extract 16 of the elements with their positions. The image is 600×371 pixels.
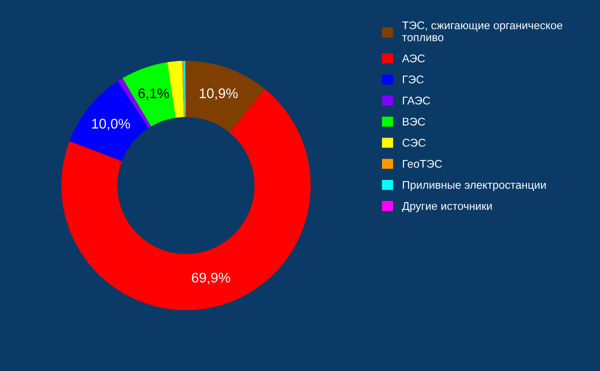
legend-label: ГАЭС [402,96,430,105]
legend-label: ГЭС [402,76,424,84]
data-label: 10,9% [200,88,238,100]
data-label: 10,0% [92,118,130,130]
donut-slice [186,60,265,132]
legend-label: ГеоТЭС [402,160,442,168]
legend-label: ТЭС, сжигающие органическое топливо [402,21,562,42]
data-label: 69,9% [192,272,230,284]
legend-label: ВЭС [402,118,425,126]
donut-slice [61,88,311,310]
legend-label: Другие источники [402,202,492,212]
legend-label: Приливные электростанции [402,181,546,192]
donut-slice [167,60,184,118]
legend-label: СЭС [402,138,426,147]
data-label: 6,1% [138,88,169,100]
legend-label: АЭС [402,54,425,62]
